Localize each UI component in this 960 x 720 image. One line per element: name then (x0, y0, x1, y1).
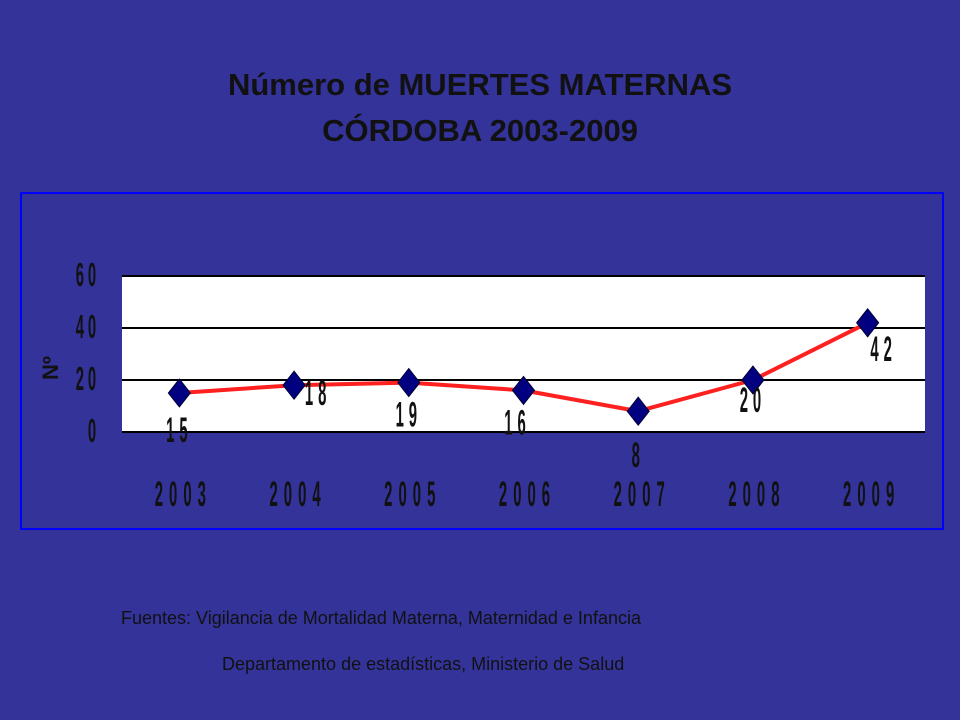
y-tick-label: 60 (76, 255, 100, 294)
x-tick-label: 2006 (499, 475, 556, 514)
data-point-marker (741, 365, 765, 395)
source-line-2: Departamento de estadísticas, Ministerio… (222, 654, 625, 674)
y-tick-label: 40 (76, 307, 100, 346)
data-point-marker (511, 375, 536, 406)
x-tick-label: 2005 (384, 475, 441, 514)
data-point-marker (282, 370, 306, 401)
plot-area (122, 276, 925, 432)
chart-title-line-2: CÓRDOBA 2003-2009 (322, 113, 638, 148)
x-tick-label: 2003 (155, 475, 212, 514)
data-label: 42 (870, 330, 896, 369)
chart-frame (20, 192, 944, 530)
data-point-marker (626, 396, 650, 427)
x-tick-label: 2004 (269, 475, 326, 514)
data-point-marker (856, 307, 880, 338)
data-label: 19 (396, 395, 422, 434)
x-tick-label: 2008 (728, 475, 785, 514)
data-label: 20 (740, 381, 766, 420)
chart-title-line-1: Número de MUERTES MATERNAS (227, 67, 733, 102)
x-tick-label: 2007 (614, 475, 671, 514)
x-tick-label: 2009 (843, 475, 900, 514)
data-label: 15 (166, 411, 192, 450)
source-line-1: Fuentes: Vigilancia de Mortalidad Matern… (121, 608, 641, 628)
y-axis-label: Nº (38, 356, 63, 380)
y-tick-label: 0 (88, 411, 100, 450)
y-tick-label: 20 (76, 359, 100, 398)
data-point-marker (397, 367, 421, 398)
data-label: 18 (305, 374, 331, 413)
data-label: 8 (632, 436, 645, 475)
data-label: 16 (504, 403, 530, 442)
data-point-marker (167, 378, 191, 408)
